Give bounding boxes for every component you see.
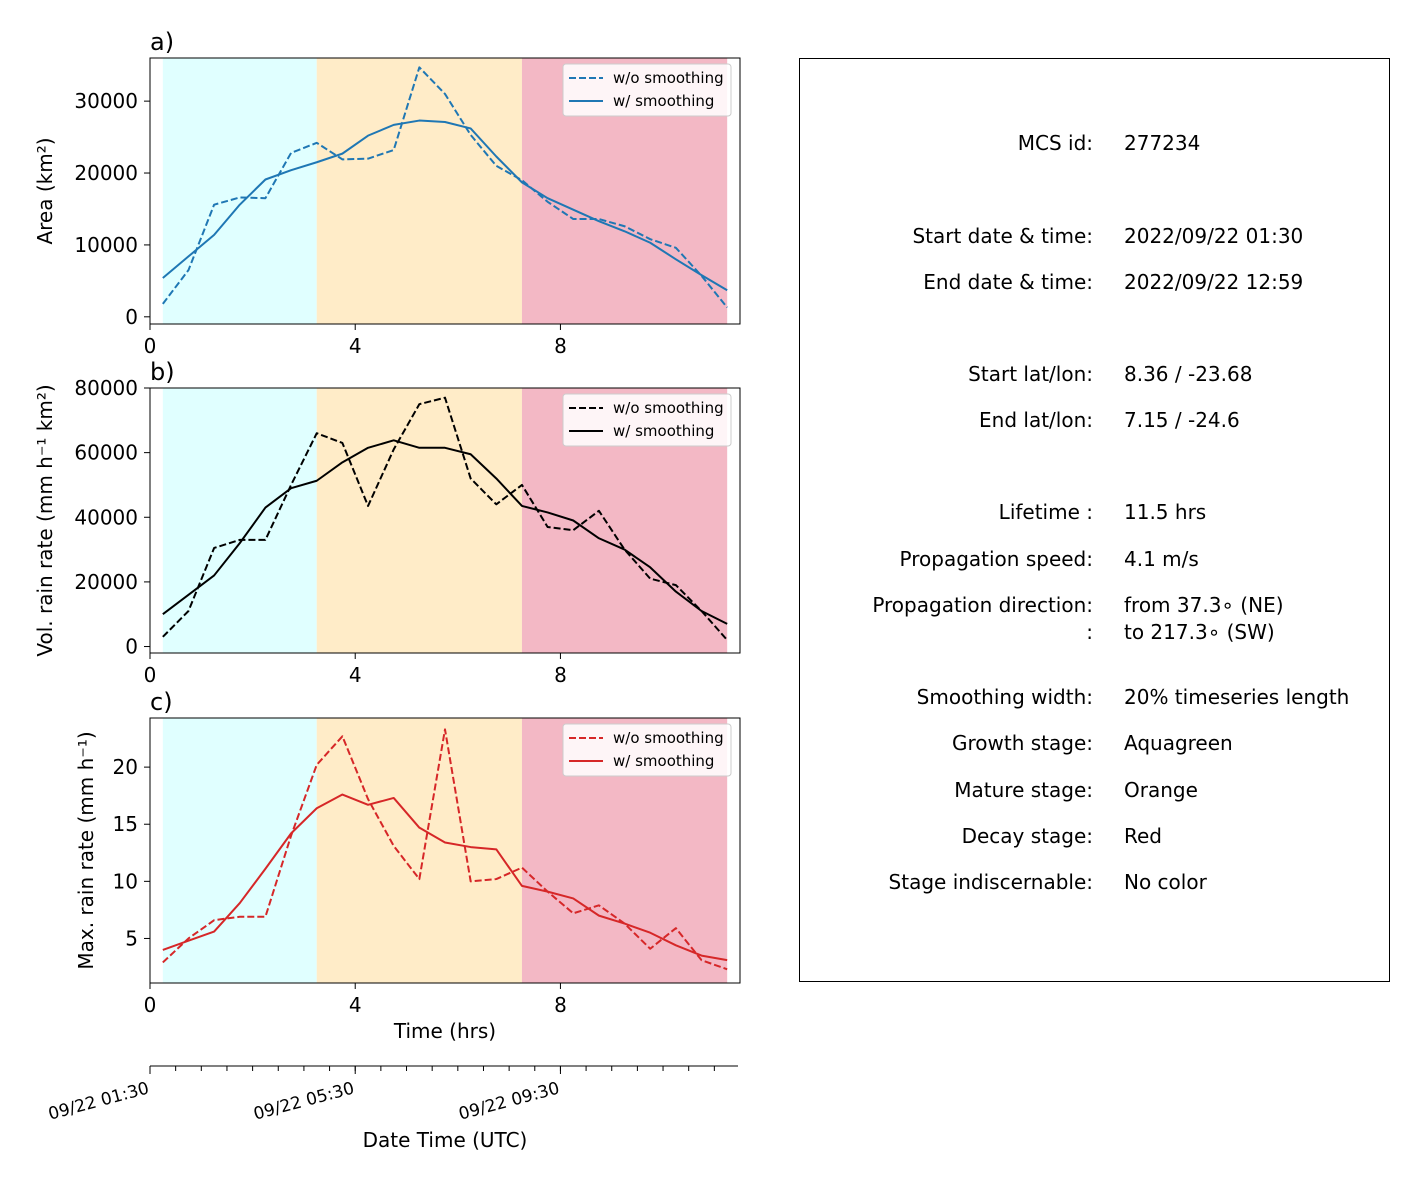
x-tick-label: 0 [144,993,157,1017]
info-value: to 217.3∘ (SW) [1124,620,1275,644]
info-label: : [1086,620,1093,644]
series-line-smoothed [162,793,728,962]
axes-frame [149,717,741,984]
growth-stage-band [162,58,317,324]
legend-entry: w/o smoothing [613,69,724,87]
x-axis-label: Time (hrs) [393,1019,496,1043]
datetime-tick-label: 09/22 01:30 [46,1079,151,1125]
y-tick-label: 20000 [74,161,138,185]
y-axis-label: Max. rain rate (mm h⁻¹) [74,731,98,969]
legend-box [562,723,732,777]
info-label: Propagation speed: [900,547,1093,571]
legend-entry: w/ smoothing [613,92,714,110]
mature-stage-band [316,388,522,653]
axes-frame [149,57,741,325]
info-value: Orange [1124,778,1198,802]
info-label: Start lat/lon: [968,362,1093,386]
y-tick-label: 0 [125,635,138,659]
y-axis-label: Vol. rain rate (mm h⁻¹ km²) [33,384,57,656]
y-tick-label: 30000 [74,89,138,113]
series-line-smoothed [162,119,728,292]
info-value: 277234 [1124,131,1200,155]
info-value: 4.1 m/s [1124,547,1199,571]
panel-2: 0 4 8 0 20000 40000 60000 80000 b) Vol. rain rate… [33,358,741,687]
legend: w/o smoothing w/ smoothing [562,723,732,777]
info-panel-frame [799,58,1390,982]
growth-stage-band [162,718,317,983]
info-value: No color [1124,870,1208,894]
y-tick-label: 20000 [74,570,138,594]
mature-stage-band [316,58,522,324]
datetime-tick-label: 09/22 09:30 [457,1079,562,1125]
info-label: Start date & time: [912,224,1093,248]
series-line-raw [162,396,728,641]
info-label: Propagation direction: [872,593,1093,617]
y-axis-label: Area (km²) [33,137,57,244]
y-tick-label: 10000 [74,233,138,257]
legend-box [562,393,732,447]
info-label: MCS id: [1018,131,1093,155]
legend-entry: w/ smoothing [613,752,714,770]
series-line-raw [162,66,728,309]
legend: w/o smoothing w/ smoothing [562,63,732,117]
y-tick-label: 20 [113,755,138,779]
x-tick-label: 4 [349,993,362,1017]
datetime-axis-label: Date Time (UTC) [363,1128,528,1152]
info-label: End date & time: [923,270,1093,294]
info-label: End lat/lon: [979,408,1093,432]
panel-label: a) [150,28,174,56]
info-value: 2022/09/22 01:30 [1124,224,1303,248]
info-panel: MCS id: 277234 Start date & time: 2022/09/2… [799,58,1390,982]
panel-1: 0 4 8 0 10000 20000 30000 a) Area (km²) w/o smoot… [33,28,741,358]
panel-label: c) [150,688,173,716]
growth-stage-band [162,388,317,653]
legend-box [562,63,732,117]
datetime-axis: 09/22 01:30 09/22 05:30 09/22 09:30 Date Ti… [46,1065,738,1152]
series-line-smoothed [162,439,728,625]
y-tick-label: 10 [113,869,138,893]
x-tick-label: 4 [349,663,362,687]
x-tick-label: 4 [349,334,362,358]
info-value: from 37.3∘ (NE) [1124,593,1284,617]
info-value: 2022/09/22 12:59 [1124,270,1303,294]
info-value: 20% timeseries length [1124,685,1349,709]
info-rows: MCS id: 277234 Start date & time: 2022/09/2… [872,131,1349,894]
x-tick-label: 0 [144,663,157,687]
legend-entry: w/o smoothing [613,399,724,417]
info-label: Decay stage: [962,824,1093,848]
y-tick-label: 40000 [74,505,138,529]
info-label: Smoothing width: [917,685,1093,709]
y-tick-label: 15 [113,812,138,836]
info-value: Aquagreen [1124,731,1233,755]
y-tick-label: 80000 [74,376,138,400]
panel-label: b) [150,358,175,386]
x-tick-label: 0 [144,334,157,358]
series-line-raw [162,728,728,971]
x-tick-label: 8 [554,334,567,358]
info-label: Mature stage: [954,778,1093,802]
legend-entry: w/ smoothing [613,422,714,440]
axes-frame [149,387,741,654]
info-label: Growth stage: [952,731,1093,755]
info-value: 11.5 hrs [1124,500,1206,524]
info-value: Red [1124,824,1162,848]
info-value: 8.36 / -23.68 [1124,362,1252,386]
y-tick-label: 0 [125,305,138,329]
legend: w/o smoothing w/ smoothing [562,393,732,447]
mature-stage-band [316,718,522,983]
y-tick-label: 5 [125,926,138,950]
info-label: Stage indiscernable: [889,870,1093,894]
info-value: 7.15 / -24.6 [1124,408,1240,432]
legend-entry: w/o smoothing [613,729,724,747]
info-label: Lifetime : [999,500,1093,524]
datetime-tick-label: 09/22 05:30 [251,1079,356,1125]
x-tick-label: 8 [554,663,567,687]
y-tick-label: 60000 [74,441,138,465]
x-tick-label: 8 [554,993,567,1017]
panel-3: 0 4 8 5 10 15 20 c) Max. rain rate (mm h⁻¹) Time … [74,688,741,1043]
